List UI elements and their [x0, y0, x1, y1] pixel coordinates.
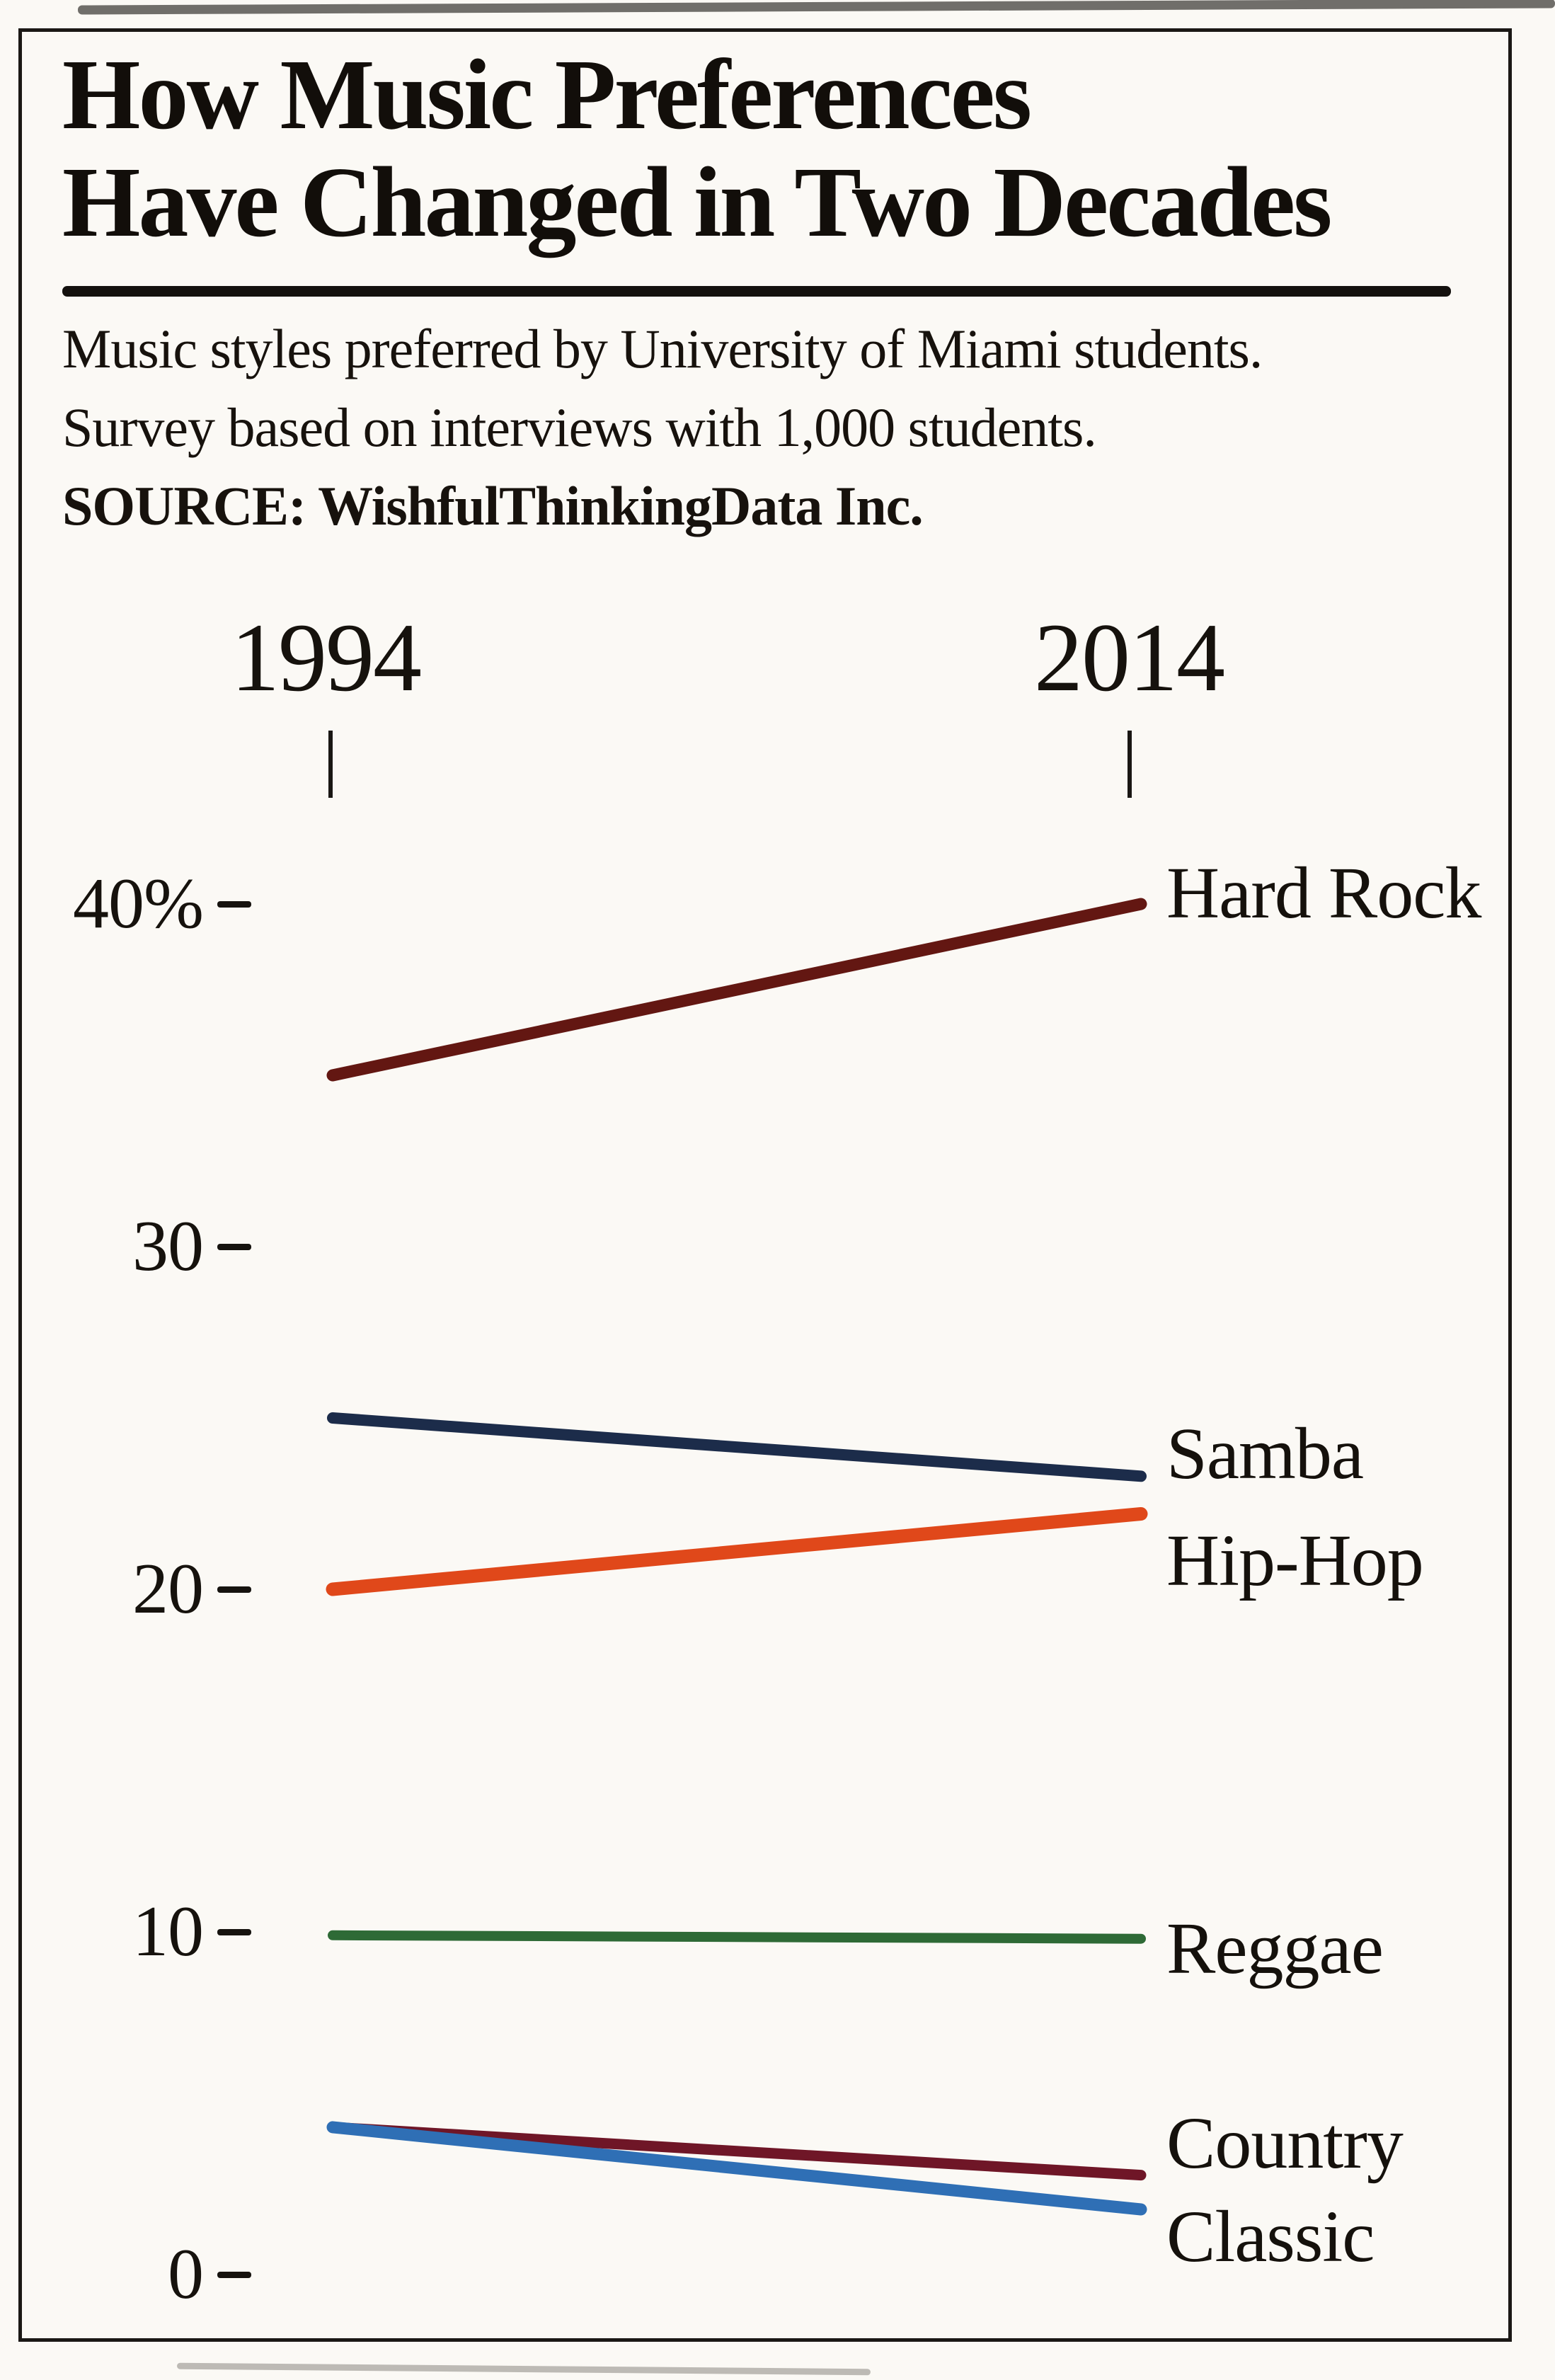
y-axis-tick-20: 20	[0, 1550, 251, 1628]
series-line-samba	[327, 1412, 1147, 1482]
x-axis-tick-2014	[1127, 731, 1132, 798]
y-axis-tick-label-0: 0	[168, 2234, 204, 2314]
series-line-hip-hop	[326, 1507, 1148, 1596]
chart-title: How Music Preferences Have Changed in Tw…	[62, 40, 1492, 256]
y-axis-tick-mark	[217, 900, 251, 908]
y-axis-tick-10: 10	[0, 1893, 251, 1971]
series-line-hard-rock	[326, 898, 1147, 1082]
chart-subtitle: Music styles preferred by University of …	[62, 309, 1478, 545]
chart-title-line-2: Have Changed in Two Decades	[62, 146, 1332, 258]
y-axis-tick-label-40: 40%	[73, 864, 204, 944]
source-line: SOURCE: WishfulThinkingData Inc.	[62, 475, 924, 537]
series-line-reggae	[328, 1930, 1146, 1944]
x-axis-label-2014: 2014	[1034, 603, 1225, 711]
title-divider-rule	[62, 286, 1451, 297]
y-axis-tick-mark	[217, 1928, 251, 1935]
x-axis-tick-1994	[328, 731, 333, 798]
y-axis-tick-label-30: 30	[132, 1206, 204, 1286]
chart-title-line-1: How Music Preferences	[62, 38, 1032, 150]
y-axis-tick-mark	[217, 1243, 251, 1250]
subtitle-line-1: Music styles preferred by University of …	[62, 318, 1263, 379]
y-axis-tick-label-10: 10	[132, 1892, 204, 1972]
subtitle-line-2: Survey based on interviews with 1,000 st…	[62, 396, 1097, 458]
x-axis-label-1994: 1994	[231, 603, 422, 711]
y-axis-tick-40: 40%	[0, 865, 251, 943]
y-axis-tick-mark	[217, 1586, 251, 1593]
y-axis-tick-label-20: 20	[132, 1549, 204, 1629]
y-axis-tick-0: 0	[0, 2236, 251, 2313]
y-axis-tick-mark	[217, 2271, 251, 2278]
chart-frame-border	[18, 28, 1512, 2342]
y-axis-tick-30: 30	[0, 1208, 251, 1286]
series-line-classic	[326, 2121, 1147, 2216]
y-axis: 40% 30 20 10 0	[0, 0, 251, 2380]
